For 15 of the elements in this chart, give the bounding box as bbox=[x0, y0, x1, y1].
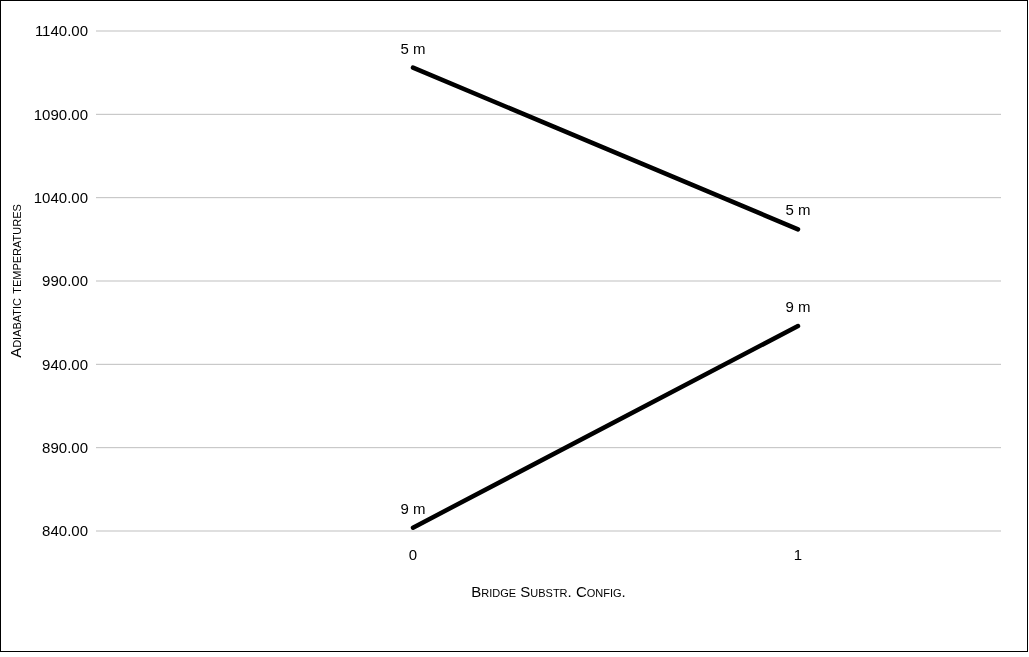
y-tick-label: 1090.00 bbox=[33, 105, 88, 123]
y-tick-label: 840.00 bbox=[42, 522, 88, 540]
y-tick-label: 1140.00 bbox=[34, 22, 88, 40]
y-tick-label: 990.00 bbox=[42, 272, 88, 290]
y-tick-label: 890.00 bbox=[42, 438, 88, 456]
y-tick-label: 940.00 bbox=[42, 355, 88, 373]
y-tick-label: 1040.00 bbox=[33, 188, 88, 206]
text: 5 m bbox=[400, 39, 426, 57]
x-tick-label: 1 bbox=[793, 545, 803, 563]
series-label: 5 m bbox=[785, 201, 811, 219]
x-axis-title: Bridge Substr. Config. bbox=[471, 583, 626, 600]
x-tick-label: 0 bbox=[408, 545, 418, 563]
series-label: 9 m bbox=[400, 499, 426, 517]
text: 9 m bbox=[785, 298, 811, 315]
y-axis-title: Adiabatic temperatures bbox=[7, 204, 25, 358]
